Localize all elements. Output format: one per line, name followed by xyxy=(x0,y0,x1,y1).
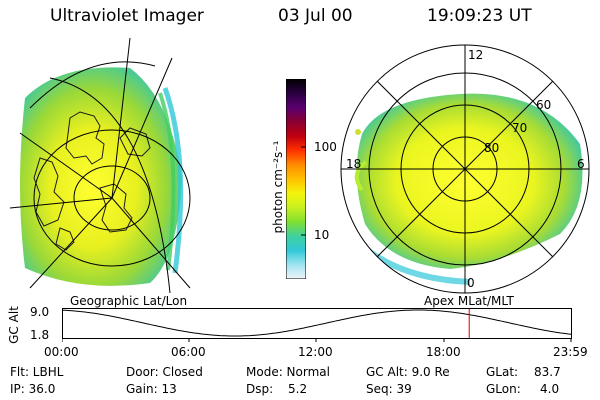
colorbar-tick-10: 10 xyxy=(314,228,330,242)
ip-label: IP: 36.0 xyxy=(10,382,56,396)
apex-panel-label: Apex MLat/MLT xyxy=(424,294,514,308)
magnetic-polar-plot: 12 18 6 0 60 70 80 xyxy=(340,44,590,294)
gc-alt-label: GC Alt: 9.0 Re xyxy=(366,365,450,379)
gain-label: Gain: 13 xyxy=(126,382,177,396)
mlat-label-60: 60 xyxy=(536,98,551,112)
glon-value: 4.0 xyxy=(540,382,560,396)
aurora-oval xyxy=(356,93,583,269)
time-label: 19:09:23 UT xyxy=(427,6,532,26)
time-tick-2359: 23:59 xyxy=(553,345,588,359)
door-label: Door: Closed xyxy=(126,365,203,379)
dsp-value: 5.2 xyxy=(288,382,308,396)
altitude-min-label: 1.8 xyxy=(30,328,50,342)
instrument-title: Ultraviolet Imager xyxy=(50,6,204,26)
glat-label: GLat: xyxy=(486,365,519,379)
altitude-axis-label: GC Alt xyxy=(7,306,21,344)
altitude-max-label: 9.0 xyxy=(30,305,50,319)
mlat-label-70: 70 xyxy=(512,121,527,135)
colorbar xyxy=(285,78,307,280)
polar-grid xyxy=(340,44,590,294)
geographic-image xyxy=(9,38,191,294)
geo-grid xyxy=(9,38,191,294)
time-tick-1800: 18:00 xyxy=(426,345,461,359)
mlt-label-6: 6 xyxy=(577,157,585,171)
colorbar-tick-100: 100 xyxy=(314,140,337,154)
geo-aurora-region xyxy=(20,67,182,286)
mlt-label-0: 0 xyxy=(467,276,475,290)
glat-value: 83.7 xyxy=(534,365,561,379)
coastlines xyxy=(33,111,151,251)
time-tick-1200: 12:00 xyxy=(298,345,333,359)
dsp-label: Dsp: xyxy=(246,382,274,396)
mode-label: Mode: Normal xyxy=(246,365,330,379)
filter-label: Flt: LBHL xyxy=(10,365,64,379)
altitude-curve xyxy=(62,309,572,337)
time-tick-0600: 06:00 xyxy=(171,345,206,359)
mlt-label-12: 12 xyxy=(468,48,483,62)
date-label: 03 Jul 00 xyxy=(278,6,353,26)
mlt-label-18: 18 xyxy=(346,157,361,171)
seq-label: Seq: 39 xyxy=(366,382,412,396)
colorbar-unit-label: photon cm⁻²s⁻¹ xyxy=(271,140,285,234)
geographic-panel-label: Geographic Lat/Lon xyxy=(70,294,188,308)
altitude-plot xyxy=(62,308,572,342)
mlat-label-80: 80 xyxy=(484,141,499,155)
time-tick-0000: 00:00 xyxy=(44,345,79,359)
glon-label: GLon: xyxy=(486,382,521,396)
